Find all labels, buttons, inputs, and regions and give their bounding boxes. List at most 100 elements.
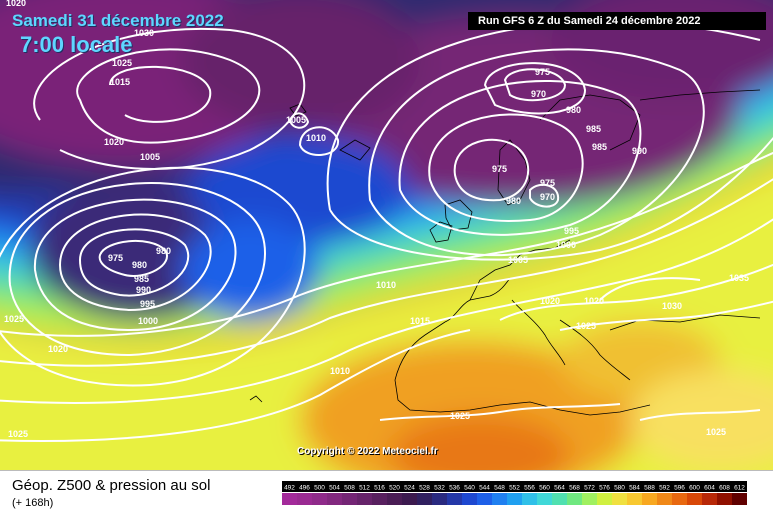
forecast-date: Samedi 31 décembre 2022 (12, 11, 224, 30)
scale-label: 532 (434, 485, 445, 492)
isobar-label: 990 (632, 146, 647, 156)
scale-swatch (282, 493, 297, 505)
scale-label: 556 (524, 485, 535, 492)
map-footer: Géop. Z500 & pression au sol (+ 168h) 49… (0, 470, 773, 522)
isobar-label: 1025 (8, 429, 28, 439)
isobar-label: 1005 (140, 152, 160, 162)
scale-label: 516 (374, 485, 385, 492)
isobar-label: 1025 (706, 427, 726, 437)
scale-swatch (297, 493, 312, 505)
scale-label: 496 (299, 485, 310, 492)
scale-swatch (582, 493, 597, 505)
isobar-label: 975 (492, 164, 507, 174)
isobar-label: 975 (540, 178, 555, 188)
isobar-label: 1020 (48, 344, 68, 354)
isobar-label: 1010 (376, 280, 396, 290)
isobar-label: 980 (506, 196, 521, 206)
scale-swatch (597, 493, 612, 505)
isobar-label: 980 (132, 260, 147, 270)
map-subtitle: (+ 168h) (12, 497, 54, 509)
isobar-label: 1015 (410, 316, 430, 326)
scale-label: 536 (449, 485, 460, 492)
scale-label: 552 (509, 485, 520, 492)
isobar-label: 1025 (112, 58, 132, 68)
scale-swatch (357, 493, 372, 505)
isobar-label: 985 (134, 274, 149, 284)
isobar-label: 1015 (110, 77, 130, 87)
scale-label: 576 (599, 485, 610, 492)
scale-swatch (657, 493, 672, 505)
scale-swatch (687, 493, 702, 505)
scale-swatch (402, 493, 417, 505)
scale-swatch (672, 493, 687, 505)
scale-swatch (702, 493, 717, 505)
scale-swatch (627, 493, 642, 505)
isobar-label: 1020 (104, 137, 124, 147)
isobar-label: 1000 (138, 316, 158, 326)
scale-label: 512 (359, 485, 370, 492)
scale-label: 568 (569, 485, 580, 492)
color-scale: 492 496 500 504 508 512 516 520 524 528 532 536 540 5… (282, 481, 747, 505)
isobar-label: 1035 (729, 273, 749, 283)
isobar-label: 1005 (286, 115, 306, 125)
isobar-label: 970 (540, 192, 555, 202)
isobar-label: 1000 (556, 240, 576, 250)
scale-swatch (372, 493, 387, 505)
scale-label: 608 (719, 485, 730, 492)
scale-swatch (342, 493, 357, 505)
scale-label: 548 (494, 485, 505, 492)
scale-swatch (717, 493, 732, 505)
scale-label: 524 (404, 485, 415, 492)
scale-swatch (387, 493, 402, 505)
isobar-label: 1020 (584, 296, 604, 306)
isobar-label: 975 (108, 253, 123, 263)
isobar-label: 1010 (330, 366, 350, 376)
scale-label: 572 (584, 485, 595, 492)
isobar-label: 985 (592, 142, 607, 152)
scale-label: 520 (389, 485, 400, 492)
scale-label: 596 (674, 485, 685, 492)
scale-label: 604 (704, 485, 715, 492)
scale-swatch (447, 493, 462, 505)
scale-label: 580 (614, 485, 625, 492)
forecast-map: 1020 1030 1025 1015 1020 1005 1005 1010 … (0, 0, 773, 470)
isobar-label: 985 (586, 124, 601, 134)
coastlines (249, 89, 761, 416)
scale-label: 500 (314, 485, 325, 492)
scale-label: 592 (659, 485, 670, 492)
isobar-label: 970 (531, 89, 546, 99)
scale-swatch (432, 493, 447, 505)
isobar-label: 1020 (6, 0, 26, 8)
scale-swatch (567, 493, 582, 505)
scale-swatch (492, 493, 507, 505)
isobar-label: 1025 (576, 321, 596, 331)
isobar-label: 1005 (508, 255, 528, 265)
scale-swatch (642, 493, 657, 505)
scale-swatch (417, 493, 432, 505)
scale-label: 504 (329, 485, 340, 492)
isobar-label: 980 (156, 246, 171, 256)
scale-label: 584 (629, 485, 640, 492)
scale-label: 560 (539, 485, 550, 492)
run-info: Run GFS 6 Z du Samedi 24 décembre 2022 (468, 12, 766, 30)
scale-label: 588 (644, 485, 655, 492)
scale-swatch (312, 493, 327, 505)
scale-label: 544 (479, 485, 490, 492)
scale-swatch (732, 493, 747, 505)
scale-swatch (477, 493, 492, 505)
map-title: Géop. Z500 & pression au sol (12, 477, 211, 494)
copyright: Copyright © 2022 Meteociel.fr (297, 446, 438, 457)
scale-labels-background (282, 481, 747, 492)
scale-swatch (507, 493, 522, 505)
isobar-label: 995 (564, 226, 579, 236)
scale-swatch (462, 493, 477, 505)
isobar-labels: 1020 1030 1025 1015 1020 1005 1005 1010 … (4, 0, 749, 439)
scale-swatch (537, 493, 552, 505)
isobar-label: 980 (566, 105, 581, 115)
scale-label: 612 (734, 485, 745, 492)
scale-label: 564 (554, 485, 565, 492)
isobar-label: 1030 (662, 301, 682, 311)
isobar-label: 1025 (4, 314, 24, 324)
geopotential-field (0, 0, 773, 470)
